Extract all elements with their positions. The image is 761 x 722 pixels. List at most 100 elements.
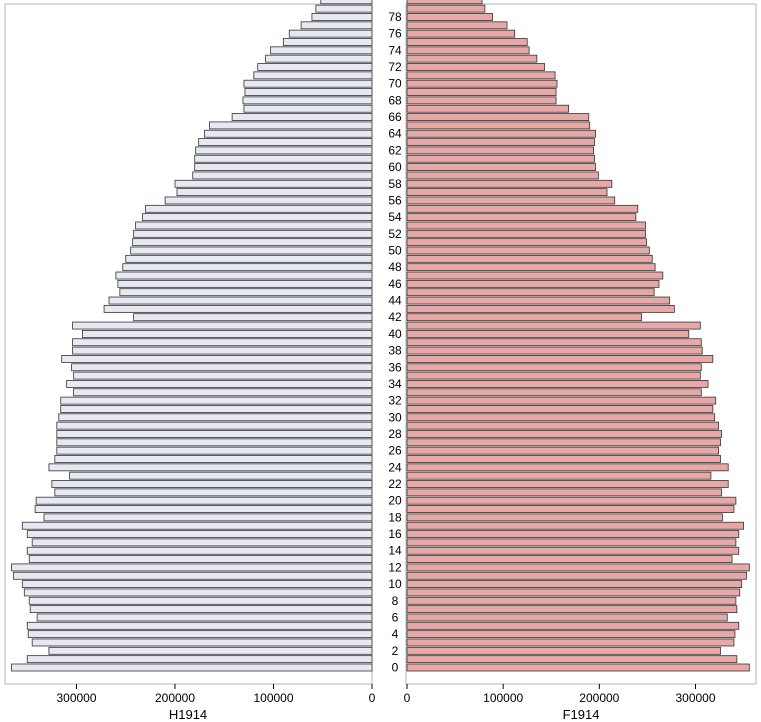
- age-label: 20: [388, 494, 402, 508]
- right-bar: [406, 88, 557, 96]
- age-label: 64: [388, 127, 402, 141]
- right-bar: [406, 446, 719, 455]
- left-x-tick-label: 200000: [155, 691, 195, 705]
- age-label: 44: [388, 294, 402, 308]
- right-bar: [406, 21, 508, 30]
- left-bar: [21, 521, 373, 530]
- left-bar: [231, 113, 373, 121]
- left-bar: [11, 563, 373, 572]
- right-bar: [406, 355, 714, 363]
- left-x-axis: 300000 200000 100000 0: [56, 684, 376, 705]
- right-bar: [406, 13, 493, 21]
- right-bar: [406, 113, 590, 121]
- left-panel: 300000 200000 100000 0 H1914: [4, 0, 376, 722]
- right-bar: [406, 630, 736, 639]
- right-bar: [406, 405, 714, 413]
- left-bar: [194, 154, 373, 163]
- right-bar: [406, 313, 643, 322]
- right-bar: [406, 54, 538, 63]
- age-label: 60: [388, 160, 402, 174]
- right-x-tick-label: 200000: [579, 691, 619, 705]
- age-label: 46: [388, 277, 402, 291]
- left-bar: [56, 438, 373, 447]
- right-bar: [406, 146, 594, 155]
- left-bar: [270, 46, 373, 55]
- left-bar: [253, 71, 373, 80]
- right-bar: [406, 588, 741, 597]
- age-label: 10: [388, 577, 402, 591]
- right-bar: [406, 129, 596, 138]
- left-bar: [242, 96, 373, 105]
- left-bar: [103, 304, 373, 313]
- left-bar: [13, 571, 373, 580]
- right-bar: [406, 438, 721, 447]
- left-bar: [198, 138, 373, 146]
- age-label: 52: [388, 227, 402, 241]
- age-label: 48: [388, 260, 402, 274]
- right-bar: [406, 229, 646, 238]
- age-label: 18: [388, 510, 402, 524]
- age-label: 50: [388, 244, 402, 258]
- left-bar: [209, 121, 373, 130]
- age-label: 36: [388, 360, 402, 374]
- left-bar: [71, 363, 373, 372]
- right-bar: [406, 79, 558, 88]
- right-bar: [406, 338, 702, 347]
- right-panel: 0 100000 200000 300000 F1914: [404, 0, 757, 722]
- right-bar: [406, 480, 729, 488]
- age-label: 30: [388, 410, 402, 424]
- age-label: 34: [388, 377, 402, 391]
- age-label: 16: [388, 527, 402, 541]
- age-label: 62: [388, 143, 402, 157]
- left-bar: [28, 555, 373, 563]
- right-bar: [406, 455, 721, 463]
- right-bar: [406, 646, 721, 655]
- left-bar: [243, 79, 373, 88]
- left-bar: [122, 263, 373, 272]
- right-bar: [406, 188, 608, 197]
- right-bar: [406, 380, 709, 388]
- right-bar: [406, 488, 722, 497]
- left-bar: [35, 496, 373, 505]
- category-labels: 0246810121416182022242628303234363840424…: [388, 10, 402, 675]
- left-bar: [108, 296, 373, 305]
- right-bar: [406, 4, 486, 13]
- right-bar: [406, 171, 599, 180]
- left-bar: [135, 221, 373, 230]
- right-bar: [406, 621, 740, 630]
- right-bar: [406, 655, 738, 664]
- right-bar: [406, 421, 719, 430]
- left-bar: [26, 546, 373, 555]
- left-bar: [54, 455, 373, 463]
- left-bar: [72, 346, 373, 355]
- left-bar: [204, 129, 373, 138]
- left-bar: [72, 321, 373, 330]
- left-bar: [26, 655, 373, 664]
- left-bar: [73, 388, 373, 397]
- right-bar: [406, 0, 483, 5]
- right-bar: [406, 279, 660, 288]
- age-label: 32: [388, 394, 402, 408]
- right-bar: [406, 396, 717, 405]
- left-bar: [69, 471, 373, 480]
- right-bar: [406, 154, 595, 163]
- left-bar: [243, 104, 373, 113]
- left-bar: [66, 380, 373, 388]
- left-bar: [26, 530, 373, 538]
- right-bar: [406, 471, 712, 480]
- left-bar: [300, 21, 373, 30]
- age-label: 74: [388, 43, 402, 57]
- left-bar: [257, 63, 373, 71]
- left-bar: [133, 313, 373, 322]
- right-bar: [406, 38, 528, 46]
- right-bar: [406, 121, 591, 130]
- left-axis-title: H1914: [169, 707, 207, 722]
- left-x-tick-label: 300000: [56, 691, 96, 705]
- right-bar: [406, 346, 703, 355]
- age-label: 2: [392, 644, 399, 658]
- left-bar: [29, 605, 373, 614]
- left-bar: [56, 430, 373, 438]
- right-bar: [406, 263, 656, 272]
- right-bar: [406, 563, 750, 572]
